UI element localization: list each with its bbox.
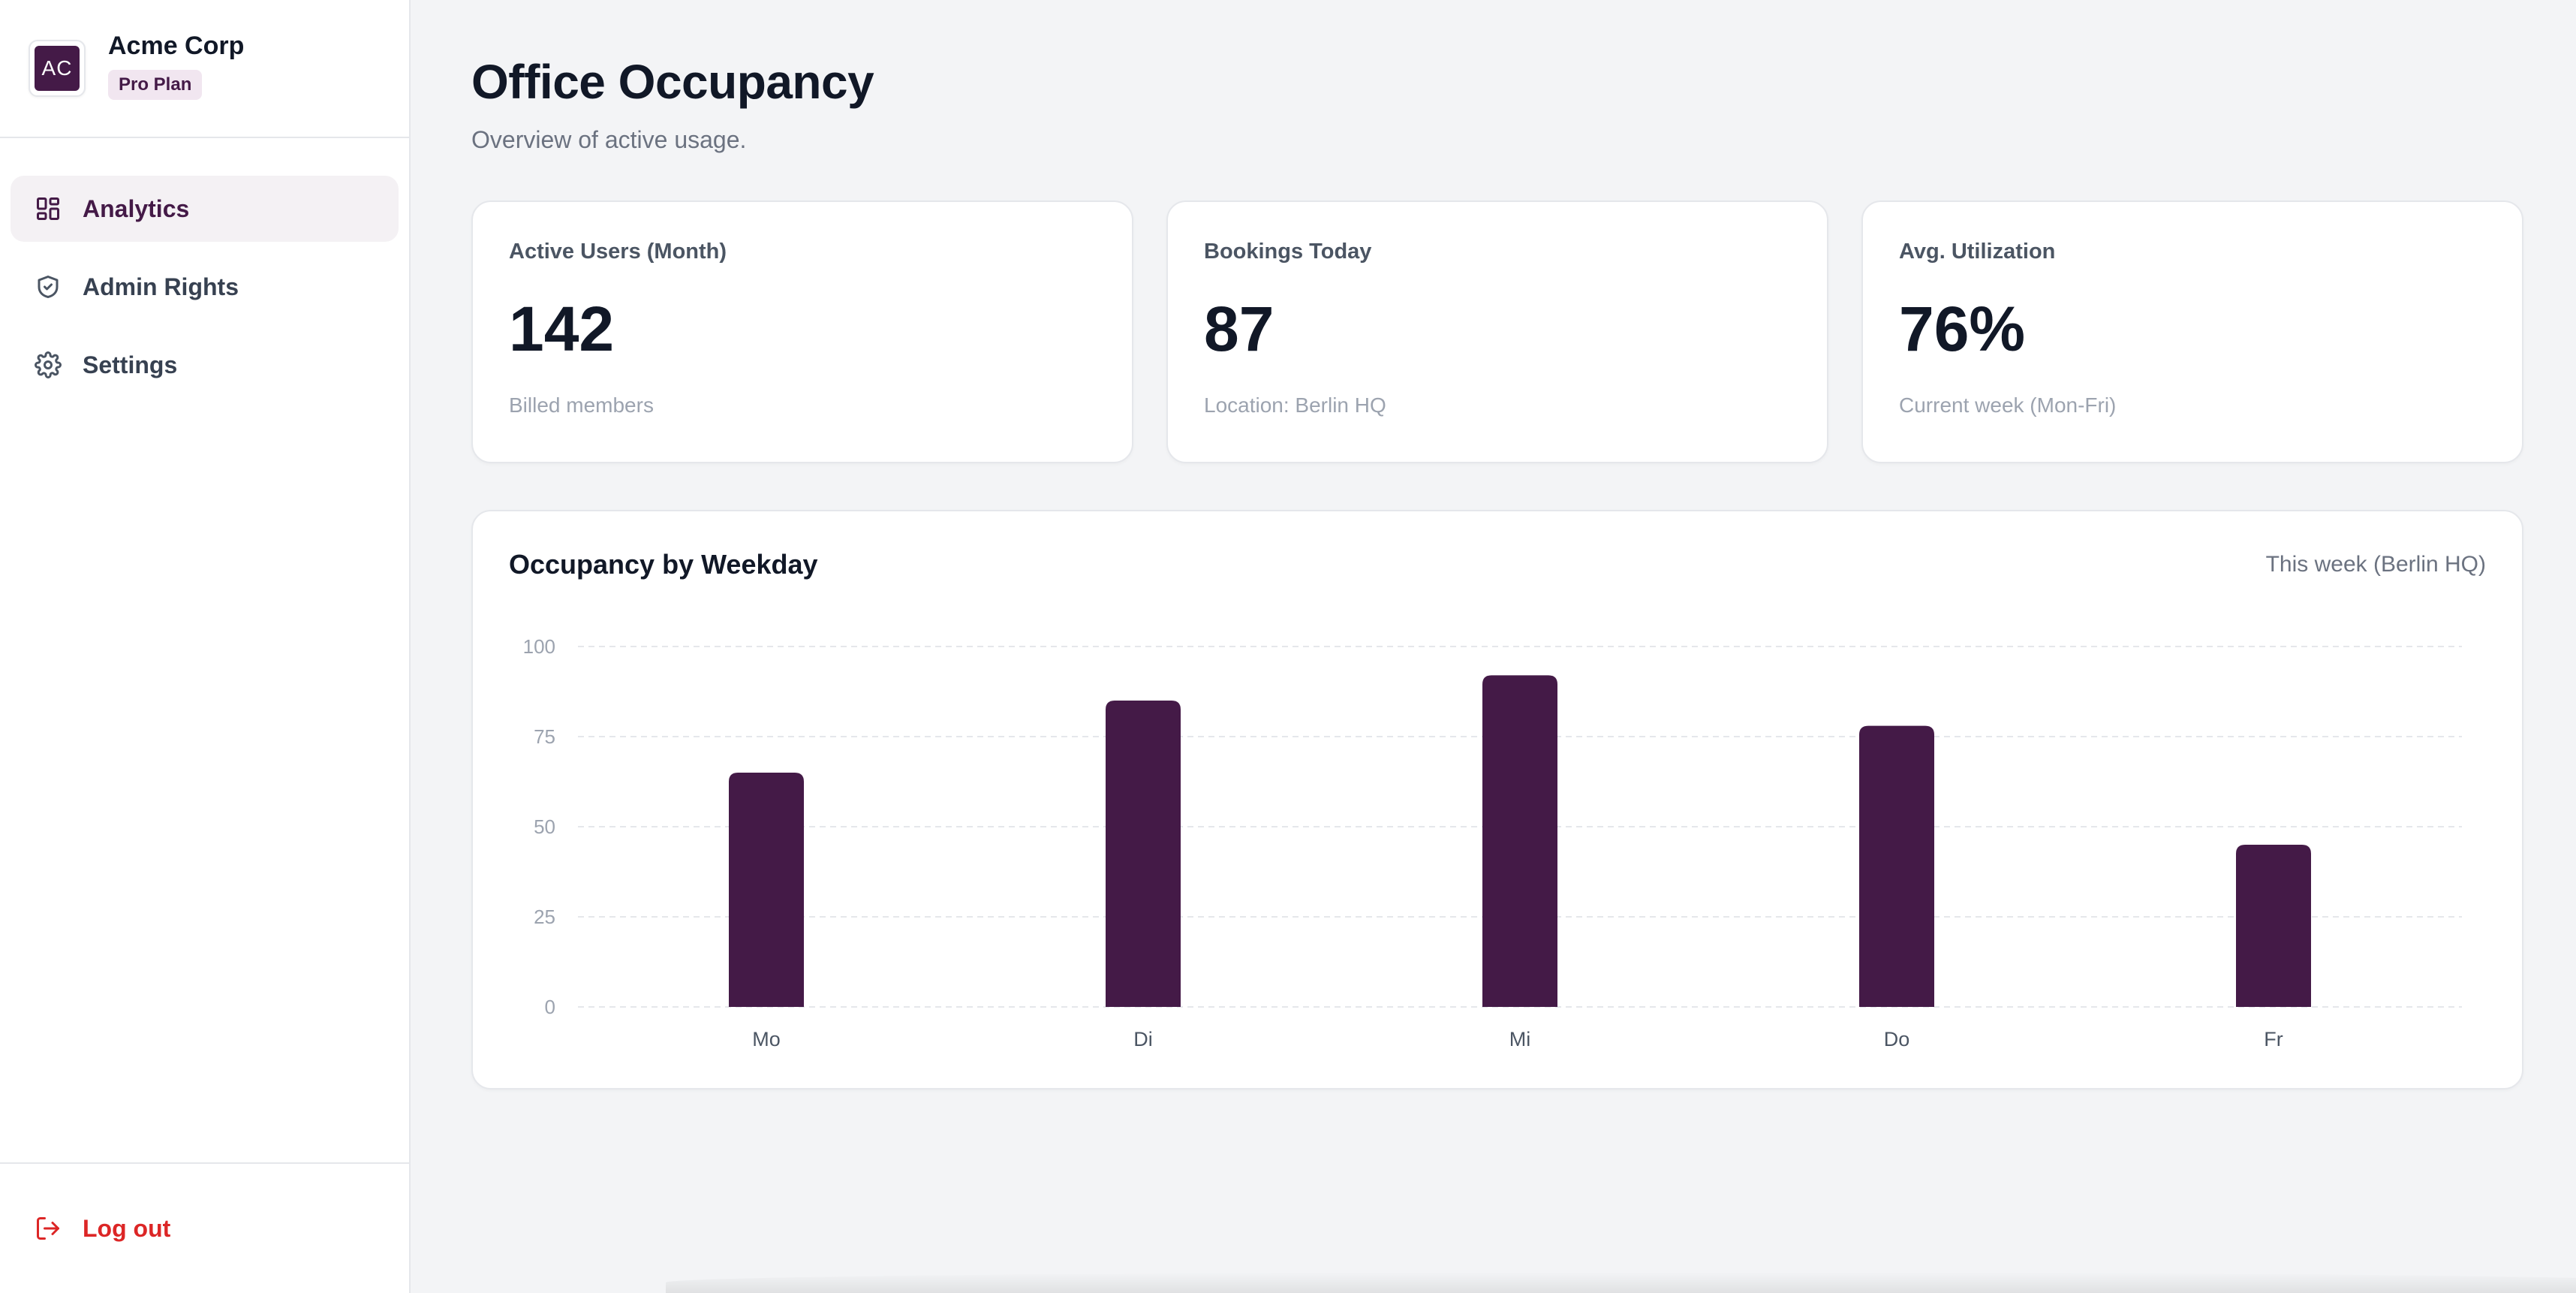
page-title: Office Occupancy bbox=[471, 55, 874, 109]
bottom-shadow bbox=[666, 1272, 2576, 1293]
bar-do[interactable] bbox=[1859, 725, 1934, 1007]
y-tick-label: 0 bbox=[545, 996, 555, 1018]
x-tick-label: Di bbox=[1133, 1028, 1153, 1050]
stat-sub: Billed members bbox=[509, 393, 654, 417]
bar-di[interactable] bbox=[1106, 701, 1181, 1007]
logout-button[interactable]: Log out bbox=[35, 1215, 170, 1243]
brand-initials: AC bbox=[35, 46, 80, 91]
main-content: Office Occupancy Overview of active usag… bbox=[411, 0, 2576, 1293]
sidebar-footer: Log out bbox=[0, 1162, 409, 1293]
stat-card-active-users: Active Users (Month) 142 Billed members bbox=[471, 200, 1133, 463]
occupancy-bar-chart: 0 25 50 75 100 Mo Di Mi Do Fr bbox=[523, 635, 2462, 1050]
x-tick-label: Fr bbox=[2264, 1028, 2283, 1050]
dashboard-icon bbox=[35, 195, 62, 222]
stat-value: 87 bbox=[1204, 294, 1274, 364]
bar-fr[interactable] bbox=[2236, 845, 2311, 1007]
stat-sub: Location: Berlin HQ bbox=[1204, 393, 1386, 417]
gear-icon bbox=[35, 351, 62, 378]
chart-header: Occupancy by Weekday This week (Berlin H… bbox=[509, 549, 2486, 580]
sidebar-item-settings[interactable]: Settings bbox=[11, 332, 399, 398]
y-tick-label: 50 bbox=[534, 815, 555, 838]
page-subtitle: Overview of active usage. bbox=[471, 126, 747, 153]
sidebar-nav: Analytics Admin Rights S bbox=[0, 138, 409, 398]
stat-card-bookings-today: Bookings Today 87 Location: Berlin HQ bbox=[1166, 200, 1828, 463]
brand-text: Acme Corp Pro Plan bbox=[108, 32, 244, 100]
stat-label: Active Users (Month) bbox=[509, 240, 727, 264]
chart-card: Occupancy by Weekday This week (Berlin H… bbox=[471, 510, 2523, 1090]
x-tick-label: Mo bbox=[752, 1028, 781, 1050]
bar-mi[interactable] bbox=[1482, 675, 1557, 1007]
y-tick-label: 25 bbox=[534, 906, 555, 928]
sidebar-item-analytics[interactable]: Analytics bbox=[11, 176, 399, 242]
sidebar-item-label: Admin Rights bbox=[83, 273, 239, 300]
brand-name: Acme Corp bbox=[108, 31, 245, 60]
logout-icon bbox=[37, 1217, 59, 1240]
sidebar: AC Acme Corp Pro Plan Analytics bbox=[0, 0, 411, 1293]
brand-header: AC Acme Corp Pro Plan bbox=[0, 0, 409, 138]
x-tick-label: Do bbox=[1884, 1028, 1910, 1050]
stat-sub: Current week (Mon-Fri) bbox=[1899, 393, 2117, 417]
stat-card-avg-utilization: Avg. Utilization 76% Current week (Mon-F… bbox=[1861, 200, 2523, 463]
x-tick-label: Mi bbox=[1509, 1028, 1531, 1050]
plan-badge: Pro Plan bbox=[108, 69, 203, 100]
logout-label: Log out bbox=[83, 1214, 171, 1242]
stat-value: 142 bbox=[509, 294, 615, 364]
brand-logo: AC bbox=[29, 40, 86, 97]
y-tick-label: 100 bbox=[523, 635, 555, 658]
chart-title: Occupancy by Weekday bbox=[509, 549, 818, 580]
stat-value: 76% bbox=[1899, 294, 2026, 364]
shield-check-icon bbox=[35, 273, 62, 300]
sidebar-item-admin-rights[interactable]: Admin Rights bbox=[11, 254, 399, 320]
stats-row: Active Users (Month) 142 Billed members … bbox=[471, 200, 2523, 463]
stat-label: Bookings Today bbox=[1204, 240, 1372, 264]
sidebar-item-label: Settings bbox=[83, 351, 178, 378]
stat-label: Avg. Utilization bbox=[1899, 240, 2056, 264]
y-tick-label: 75 bbox=[534, 725, 555, 748]
chart-caption: This week (Berlin HQ) bbox=[2265, 552, 2486, 577]
bar-mo[interactable] bbox=[729, 773, 804, 1007]
sidebar-item-label: Analytics bbox=[83, 194, 190, 222]
